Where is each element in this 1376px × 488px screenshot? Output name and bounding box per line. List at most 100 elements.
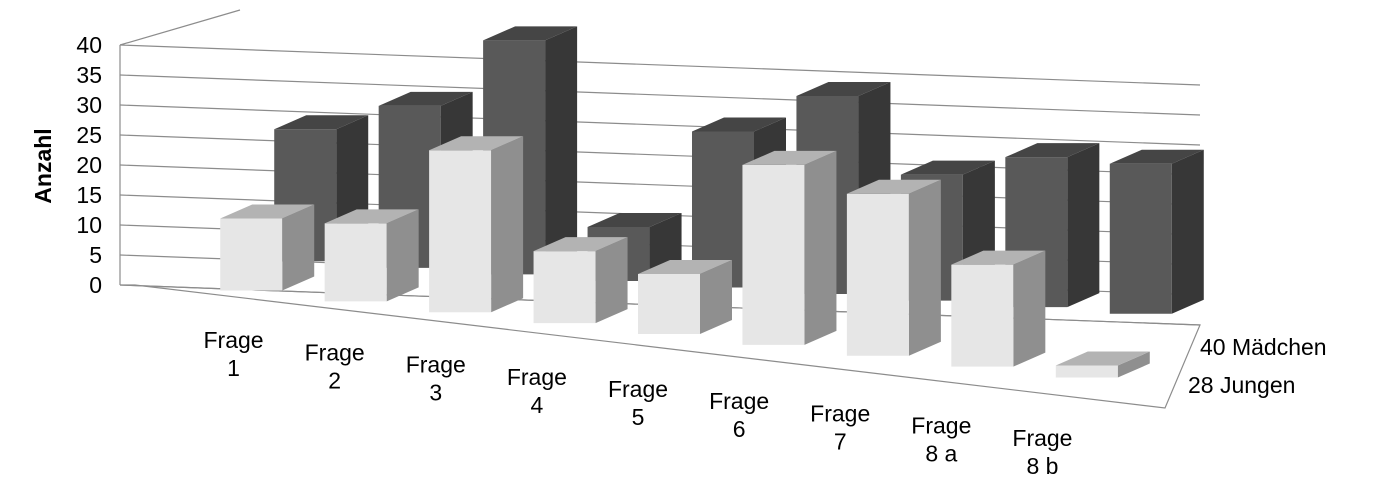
side-wall-edge [119, 9, 241, 46]
bar-side [1013, 250, 1046, 367]
x-tick-label-line: Frage [1012, 425, 1072, 451]
x-tick-label-line: 8 b [1026, 453, 1058, 479]
bar-side [1171, 149, 1204, 314]
bar-front [638, 274, 700, 334]
x-tick-label: Frage 1 [204, 327, 264, 381]
y-axis-title: Anzahl [30, 128, 56, 203]
bar-side [1067, 143, 1100, 308]
x-tick-label: Frage 3 [406, 352, 466, 406]
y-tick-label: 30 [76, 92, 102, 118]
bar-top [742, 150, 837, 165]
x-tick-label-line: Frage [709, 388, 769, 414]
x-tick-label-line: Frage [608, 376, 668, 402]
bar-side [545, 26, 578, 275]
y-tick-label: 20 [76, 152, 102, 178]
bar-top [638, 260, 732, 274]
bar-front [846, 193, 909, 356]
x-tick-label-line: 3 [429, 380, 442, 406]
bar-top [1055, 351, 1150, 366]
bar [742, 150, 837, 345]
bar-top [429, 136, 524, 151]
bar [429, 136, 524, 313]
bar-front [220, 218, 283, 291]
bar-top [951, 250, 1046, 265]
bar [846, 179, 941, 356]
bar-front [1109, 163, 1172, 314]
x-tick-label-line: Frage [406, 352, 466, 378]
bar-front [742, 164, 805, 345]
bar-top [900, 160, 995, 175]
bar-side [595, 237, 628, 324]
bar-side [282, 204, 315, 291]
x-tick-label-line: 7 [834, 428, 847, 454]
bar [1055, 351, 1150, 378]
bar [1109, 149, 1204, 314]
floor-outline [119, 284, 1201, 409]
x-tick-label-line: 6 [733, 416, 746, 442]
x-tick-label-line: Frage [507, 364, 567, 390]
y-tick-label: 5 [89, 242, 102, 268]
x-tick-label-line: Frage [305, 339, 365, 365]
x-tick-label: Frage 2 [305, 339, 365, 393]
bar [951, 250, 1046, 367]
y-tick-label: 35 [76, 62, 102, 88]
x-tick-label-line: Frage [204, 327, 264, 353]
bar [638, 260, 732, 334]
bar-top [796, 82, 891, 97]
bar-top [1005, 143, 1100, 158]
bar-side [804, 150, 837, 345]
x-tick-label-line: 1 [227, 355, 240, 381]
series-jungen-bars [220, 136, 1150, 378]
x-tick-label: Frage 7 [810, 400, 870, 454]
bar-top [533, 237, 628, 252]
x-tick-label: Frage 8 a [911, 413, 971, 467]
bar-top [1109, 149, 1204, 164]
series-label: 40 Mädchen [1200, 334, 1327, 360]
bar-front [951, 264, 1014, 367]
bar-front [692, 131, 754, 288]
gridline [119, 104, 1201, 146]
bar-front [1055, 365, 1118, 378]
bar-front [533, 251, 596, 324]
bar-side [386, 209, 419, 302]
x-tick-label: Frage 8 b [1012, 425, 1072, 479]
x-tick-label: Frage 6 [709, 388, 769, 442]
bar-top [692, 117, 786, 132]
y-tick-label: 15 [76, 182, 102, 208]
bar-front [429, 150, 492, 313]
x-tick-label-line: 2 [328, 367, 341, 393]
bar-top [378, 91, 473, 106]
y-tick-labels: 0 5 10 15 20 25 30 35 40 [76, 32, 102, 298]
bar-top [483, 26, 578, 41]
bar [533, 237, 628, 324]
x-tick-label-line: 4 [530, 392, 543, 418]
series-label: 28 Jungen [1188, 372, 1295, 398]
gridline [119, 74, 1201, 116]
bar [324, 209, 419, 302]
bar-top [324, 209, 419, 224]
bar-side [700, 260, 732, 334]
x-tick-label: Frage 4 [507, 364, 567, 418]
bar-top [220, 204, 315, 219]
series-axis-labels: 40 Mädchen 28 Jungen [1188, 334, 1327, 398]
y-tick-label: 0 [89, 272, 102, 298]
x-tick-label-line: 8 a [925, 441, 957, 467]
bar-top [587, 212, 682, 227]
y-tick-label: 25 [76, 122, 102, 148]
bar-side [1117, 351, 1150, 378]
bar-side [491, 136, 524, 313]
gridline [119, 44, 1201, 86]
bar-front [324, 223, 387, 302]
x-tick-label-line: 5 [632, 404, 645, 430]
x-tick-label: Frage 5 [608, 376, 668, 430]
y-tick-label: 10 [76, 212, 102, 238]
bar [220, 204, 315, 291]
bar-top [846, 179, 941, 194]
x-tick-label-line: Frage [911, 413, 971, 439]
bar-side [908, 179, 941, 356]
x-tick-label-line: Frage [810, 400, 870, 426]
bar-top [274, 115, 369, 130]
